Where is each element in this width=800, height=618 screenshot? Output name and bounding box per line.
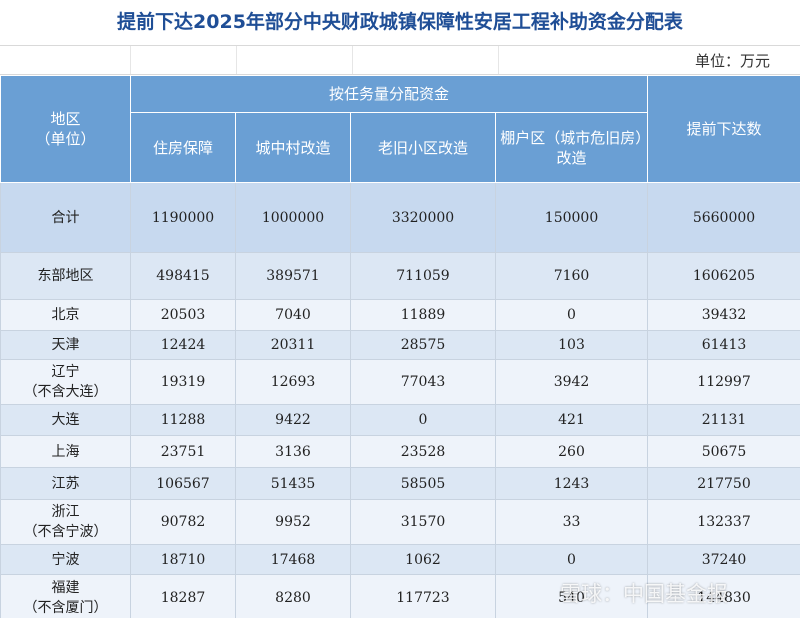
table-cell: 112997 bbox=[647, 359, 800, 405]
table-row: 北京 20503 7040 11889 0 39432 bbox=[0, 299, 800, 331]
table-cell: 江苏 bbox=[0, 467, 131, 500]
table-cell: 50675 bbox=[647, 435, 800, 468]
table-cell: 39432 bbox=[647, 299, 800, 331]
table-cell: 90782 bbox=[130, 499, 236, 545]
table-cell: 上海 bbox=[0, 435, 131, 468]
table-cell: 东部地区 bbox=[0, 252, 131, 300]
table-cell: 9422 bbox=[235, 404, 351, 436]
header-cell: 棚户区（城市危旧房）改造 bbox=[494, 112, 649, 183]
table-row: 福建 （不含厦门） 18287 8280 117723 540 144830 bbox=[0, 574, 800, 618]
header-cell: 提前下达数 bbox=[647, 75, 800, 183]
table-cell: 61413 bbox=[647, 330, 800, 360]
table-cell: 260 bbox=[494, 435, 649, 468]
table-cell: 11288 bbox=[130, 404, 236, 436]
table-cell: 389571 bbox=[235, 252, 351, 300]
table-cell: 21131 bbox=[647, 404, 800, 436]
table-cell: 217750 bbox=[647, 467, 800, 500]
table-cell: 3320000 bbox=[350, 182, 496, 253]
table-cell: 1190000 bbox=[130, 182, 236, 253]
table-cell: 1243 bbox=[494, 467, 649, 500]
table-cell: 1606205 bbox=[647, 252, 800, 300]
table-cell: 711059 bbox=[350, 252, 496, 300]
table-cell: 福建 （不含厦门） bbox=[0, 574, 131, 618]
table-cell: 33 bbox=[494, 499, 649, 545]
table-cell: 28575 bbox=[350, 330, 496, 360]
table-cell: 17468 bbox=[235, 544, 351, 575]
title: 提前下达2025年部分中央财政城镇保障性安居工程补助资金分配表 bbox=[0, 0, 800, 46]
table-cell: 0 bbox=[494, 299, 649, 331]
table-cell: 150000 bbox=[494, 182, 649, 253]
table-cell: 3942 bbox=[494, 359, 649, 405]
table-row: 合计 1190000 1000000 3320000 150000 5660000 bbox=[0, 182, 800, 253]
header-cell: 按任务量分配资金 bbox=[129, 75, 649, 113]
table-cell: 117723 bbox=[350, 574, 496, 618]
table-cell: 58505 bbox=[350, 467, 496, 500]
table: 地区 （单位） 按任务量分配资金 提前下达数 住房保障 城中村改造 老旧小区改造 棚户区（城… bbox=[0, 75, 800, 618]
table-cell: 37240 bbox=[647, 544, 800, 575]
table-row: 江苏 106567 51435 58505 1243 217750 bbox=[0, 467, 800, 500]
table-cell: 浙江 （不含宁波） bbox=[0, 499, 131, 545]
table-row: 上海 23751 3136 23528 260 50675 bbox=[0, 435, 800, 468]
header-cell: 住房保障 bbox=[130, 112, 236, 183]
table-cell: 7160 bbox=[494, 252, 649, 300]
table-cell: 大连 bbox=[0, 404, 131, 436]
table-cell: 19319 bbox=[130, 359, 236, 405]
table-cell: 20503 bbox=[130, 299, 236, 331]
table-row: 天津 12424 20311 28575 103 61413 bbox=[0, 330, 800, 360]
table-cell: 103 bbox=[494, 330, 649, 360]
table-cell: 498415 bbox=[130, 252, 236, 300]
table-cell: 7040 bbox=[235, 299, 351, 331]
table-cell: 144830 bbox=[647, 574, 800, 618]
table-cell: 77043 bbox=[350, 359, 496, 405]
table-cell: 1000000 bbox=[235, 182, 351, 253]
header-row: 地区 （单位） 按任务量分配资金 提前下达数 bbox=[0, 75, 800, 183]
table-cell: 31570 bbox=[350, 499, 496, 545]
table-cell: 23528 bbox=[350, 435, 496, 468]
table-cell: 3136 bbox=[235, 435, 351, 468]
table-row: 东部地区 498415 389571 711059 7160 1606205 bbox=[0, 252, 800, 300]
table-cell: 0 bbox=[494, 544, 649, 575]
table-cell: 18710 bbox=[130, 544, 236, 575]
table-cell: 天津 bbox=[0, 330, 131, 360]
table-row: 辽宁 （不含大连） 19319 12693 77043 3942 112997 bbox=[0, 359, 800, 405]
header-cell: 地区 （单位） bbox=[0, 75, 131, 183]
header-cell: 城中村改造 bbox=[235, 112, 351, 183]
table-cell: 23751 bbox=[130, 435, 236, 468]
header-row: 住房保障 城中村改造 老旧小区改造 棚户区（城市危旧房）改造 bbox=[1, 112, 800, 183]
table-row: 浙江 （不含宁波） 90782 9952 31570 33 132337 bbox=[0, 499, 800, 545]
table-cell: 12424 bbox=[130, 330, 236, 360]
table-cell: 辽宁 （不含大连） bbox=[0, 359, 131, 405]
table-cell: 51435 bbox=[235, 467, 351, 500]
table-cell: 合计 bbox=[0, 182, 131, 253]
header-cell: 老旧小区改造 bbox=[350, 112, 496, 183]
table-cell: 5660000 bbox=[647, 182, 800, 253]
table-row: 宁波 18710 17468 1062 0 37240 bbox=[0, 544, 800, 575]
watermark: 雪球：中国基金报 bbox=[560, 582, 728, 606]
table-cell: 12693 bbox=[235, 359, 351, 405]
table-cell: 540 bbox=[494, 574, 649, 618]
unit-row: 单位：万元 bbox=[0, 46, 800, 75]
table-cell: 8280 bbox=[235, 574, 351, 618]
table-cell: 20311 bbox=[235, 330, 351, 360]
table-cell: 0 bbox=[350, 404, 496, 436]
table-cell: 9952 bbox=[235, 499, 351, 545]
table-cell: 1062 bbox=[350, 544, 496, 575]
table-cell: 421 bbox=[494, 404, 649, 436]
unit: 单位：万元 bbox=[694, 52, 770, 70]
table-cell: 北京 bbox=[0, 299, 131, 331]
table-cell: 11889 bbox=[350, 299, 496, 331]
table-cell: 132337 bbox=[647, 499, 800, 545]
table-cell: 18287 bbox=[130, 574, 236, 618]
table-row: 大连 11288 9422 0 421 21131 bbox=[0, 404, 800, 436]
table-cell: 宁波 bbox=[0, 544, 131, 575]
table-cell: 106567 bbox=[130, 467, 236, 500]
